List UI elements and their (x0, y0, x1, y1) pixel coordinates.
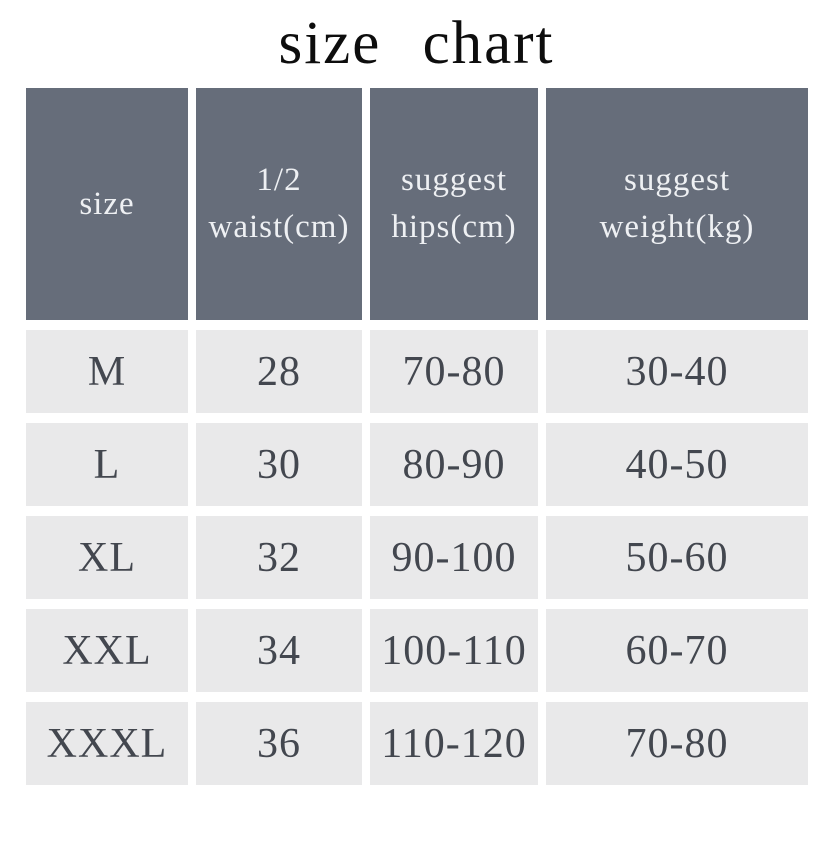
size-chart-table: size 1/2 waist(cm) suggest hips(cm) sugg… (26, 88, 808, 785)
cell-suggest-hips: 90-100 (370, 516, 538, 599)
header-label: suggest weight(kg) (599, 162, 755, 245)
header-label-line: waist(cm) (208, 209, 350, 245)
cell-half-waist: 28 (196, 330, 362, 413)
cell-size: XXL (26, 609, 188, 692)
cell-suggest-weight: 60-70 (546, 609, 808, 692)
cell-size: XL (26, 516, 188, 599)
header-label-line: suggest (401, 162, 507, 199)
header-label-line: 1/2 (256, 162, 302, 199)
header-cell-half-waist: 1/2 waist(cm) (196, 88, 362, 320)
cell-suggest-hips: 80-90 (370, 423, 538, 506)
cell-half-waist: 32 (196, 516, 362, 599)
header-label: size (79, 185, 135, 222)
header-label-line: hips(cm) (391, 209, 517, 245)
cell-half-waist: 36 (196, 702, 362, 785)
cell-suggest-weight: 70-80 (546, 702, 808, 785)
cell-size: XXXL (26, 702, 188, 785)
header-cell-suggest-hips: suggest hips(cm) (370, 88, 538, 320)
cell-size: M (26, 330, 188, 413)
cell-size: L (26, 423, 188, 506)
page-title: size chart (278, 10, 555, 77)
cell-suggest-weight: 50-60 (546, 516, 808, 599)
cell-suggest-hips: 100-110 (370, 609, 538, 692)
cell-half-waist: 30 (196, 423, 362, 506)
header-cell-suggest-weight: suggest weight(kg) (546, 88, 808, 320)
cell-suggest-weight: 40-50 (546, 423, 808, 506)
cell-half-waist: 34 (196, 609, 362, 692)
cell-suggest-hips: 70-80 (370, 330, 538, 413)
cell-suggest-hips: 110-120 (370, 702, 538, 785)
cell-suggest-weight: 30-40 (546, 330, 808, 413)
header-cell-size: size (26, 88, 188, 320)
